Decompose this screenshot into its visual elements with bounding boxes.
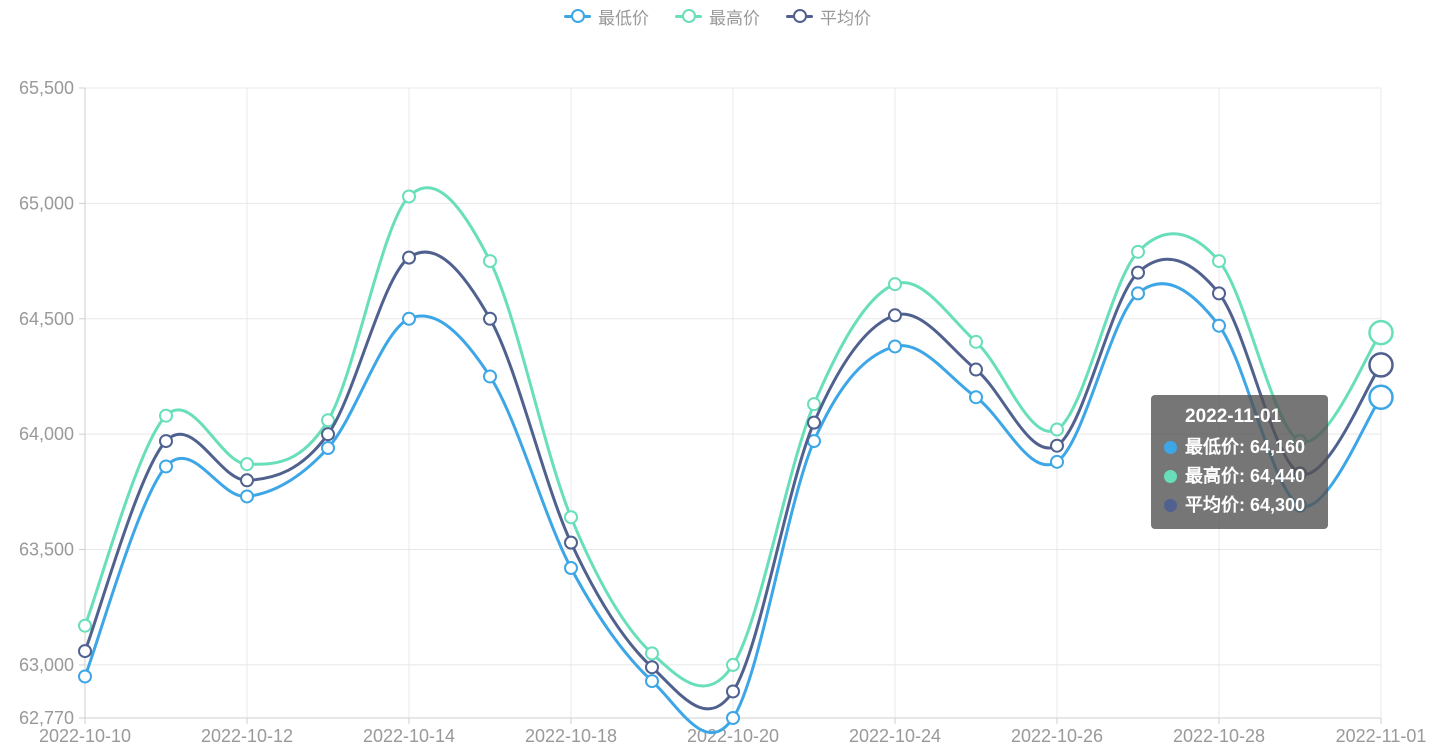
data-point-min-2022-10-18[interactable] — [564, 561, 578, 575]
data-point-avg-2022-10-25[interactable] — [969, 362, 983, 377]
x-tick-label: 2022-10-18 — [525, 726, 617, 746]
data-point-max-2022-10-24[interactable] — [888, 277, 902, 292]
data-point-max-2022-10-12[interactable] — [240, 457, 254, 472]
data-point-max-2022-11-01-highlighted[interactable] — [1368, 319, 1394, 346]
data-point-max-2022-10-25[interactable] — [969, 334, 983, 349]
data-point-max-2022-10-31[interactable] — [1293, 434, 1307, 449]
data-point-avg-2022-10-11[interactable] — [159, 434, 173, 449]
series-line-min — [83, 282, 1383, 735]
data-point-avg-2022-10-12[interactable] — [240, 473, 254, 488]
x-tick-label: 2022-10-24 — [849, 726, 941, 746]
legend: 最低价 最高价 平均价 — [0, 3, 1435, 29]
legend-label-min: 最低价 — [598, 8, 649, 28]
legend-label-avg: 平均价 — [820, 8, 871, 28]
data-point-avg-2022-10-28[interactable] — [1212, 286, 1226, 301]
data-point-min-2022-10-24[interactable] — [888, 339, 902, 354]
legend-line-circle-icon — [675, 9, 702, 23]
data-point-min-2022-11-01-highlighted[interactable] — [1368, 384, 1394, 410]
data-point-min-2022-10-12[interactable] — [240, 489, 254, 504]
data-point-avg-2022-10-13[interactable] — [321, 427, 335, 442]
y-tick-label: 62,770 — [19, 708, 74, 728]
data-point-max-2022-10-11[interactable] — [159, 408, 173, 423]
data-point-min-2022-10-27[interactable] — [1131, 286, 1145, 301]
data-point-min-2022-10-11[interactable] — [159, 459, 173, 474]
y-tick-label: 64,000 — [19, 424, 74, 444]
y-tick-label: 65,000 — [19, 193, 74, 213]
data-point-avg-2022-10-20[interactable] — [726, 684, 740, 699]
data-point-max-2022-10-17[interactable] — [483, 254, 497, 269]
x-tick-label: 2022-10-26 — [1011, 726, 1103, 746]
legend-line-circle-icon — [564, 9, 591, 23]
data-point-min-2022-10-13[interactable] — [321, 441, 335, 455]
data-point-min-2022-10-17[interactable] — [483, 369, 497, 384]
data-point-min-2022-10-20[interactable] — [726, 711, 740, 725]
x-tick-label: 2022-10-14 — [363, 726, 455, 746]
data-point-avg-2022-10-10[interactable] — [78, 644, 92, 659]
x-tick-label: 2022-11-01 — [1336, 726, 1427, 746]
y-tick-label: 63,000 — [19, 655, 74, 675]
data-point-max-2022-10-27[interactable] — [1131, 244, 1145, 259]
data-point-min-2022-10-19[interactable] — [645, 674, 659, 689]
data-point-max-2022-10-19[interactable] — [645, 646, 659, 661]
data-point-min-2022-10-31[interactable] — [1293, 498, 1307, 513]
data-point-avg-2022-10-19[interactable] — [645, 660, 659, 675]
data-point-avg-2022-10-27[interactable] — [1131, 265, 1145, 280]
legend-item-max[interactable]: 最高价 — [675, 4, 760, 29]
legend-line-circle-icon — [786, 9, 813, 23]
data-point-avg-2022-10-14[interactable] — [402, 250, 416, 265]
data-point-avg-2022-10-18[interactable] — [564, 535, 578, 550]
y-tick-label: 64,500 — [19, 309, 74, 329]
data-point-min-2022-10-14[interactable] — [402, 311, 416, 326]
data-point-min-2022-10-10[interactable] — [78, 669, 92, 684]
data-point-max-2022-10-14[interactable] — [402, 189, 416, 204]
data-point-max-2022-10-13[interactable] — [321, 413, 335, 428]
data-point-max-2022-10-18[interactable] — [564, 510, 578, 525]
data-point-max-2022-10-28[interactable] — [1212, 254, 1226, 269]
data-point-max-2022-10-21[interactable] — [807, 397, 821, 412]
data-point-min-2022-10-28[interactable] — [1212, 318, 1226, 333]
data-point-avg-2022-10-31[interactable] — [1293, 466, 1307, 481]
data-point-avg-2022-10-24[interactable] — [888, 308, 902, 323]
data-point-min-2022-10-26[interactable] — [1050, 454, 1064, 469]
data-point-max-2022-10-10[interactable] — [78, 618, 92, 633]
x-tick-label: 2022-10-28 — [1173, 726, 1265, 746]
x-tick-label: 2022-10-10 — [39, 726, 131, 746]
data-point-avg-2022-10-17[interactable] — [483, 311, 497, 326]
y-tick-label: 65,500 — [19, 78, 74, 98]
data-point-max-2022-10-26[interactable] — [1050, 422, 1064, 437]
legend-item-avg[interactable]: 平均价 — [786, 4, 871, 29]
y-tick-label: 63,500 — [19, 540, 74, 560]
data-point-avg-2022-10-26[interactable] — [1050, 438, 1064, 453]
legend-label-max: 最高价 — [709, 8, 760, 28]
data-point-max-2022-10-20[interactable] — [726, 657, 740, 672]
data-point-min-2022-10-25[interactable] — [969, 390, 983, 405]
legend-item-min[interactable]: 最低价 — [564, 4, 649, 29]
data-point-avg-2022-11-01-highlighted[interactable] — [1368, 352, 1394, 378]
x-tick-label: 2022-10-12 — [201, 726, 293, 746]
data-point-avg-2022-10-21[interactable] — [807, 415, 821, 430]
